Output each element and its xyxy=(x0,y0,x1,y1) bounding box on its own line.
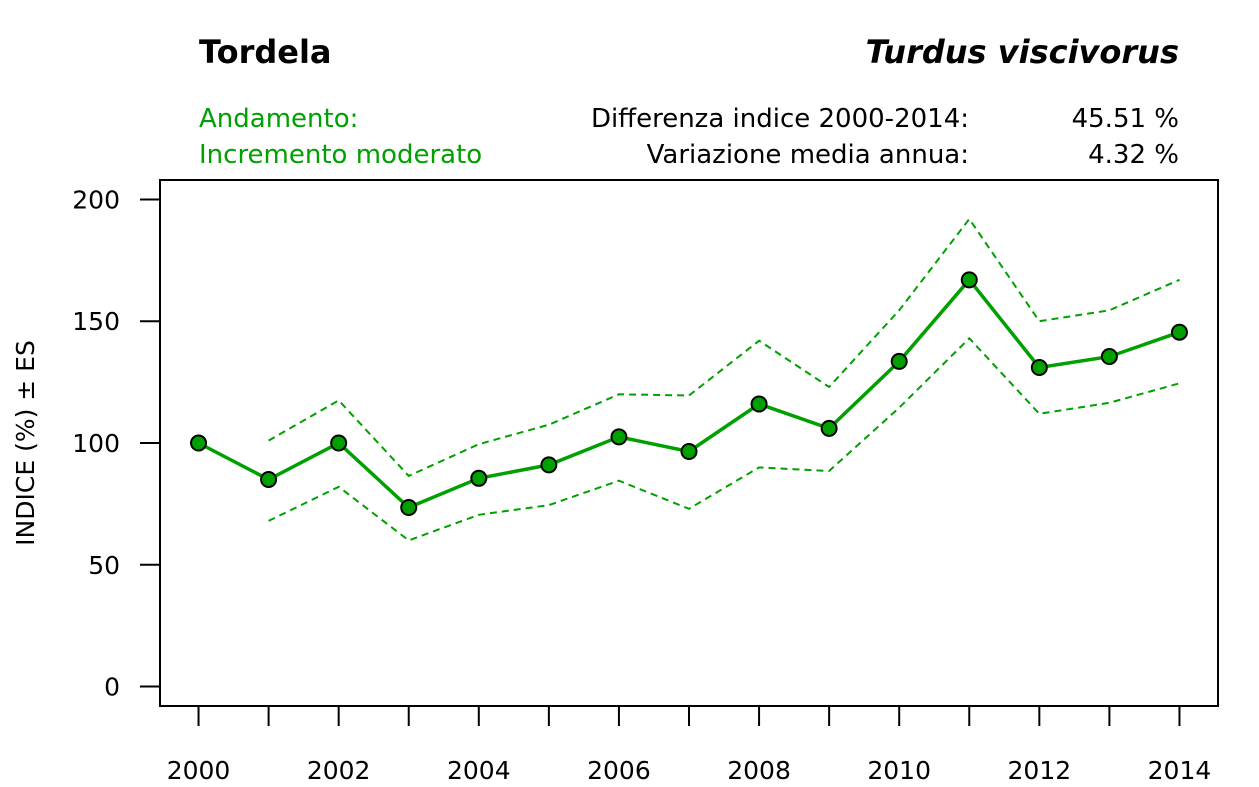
trend-value: Incremento moderato xyxy=(199,140,482,170)
data-point xyxy=(1100,348,1118,366)
series-line-1 xyxy=(268,217,1180,478)
series-group xyxy=(197,217,1181,542)
trend-label: Andamento: xyxy=(199,104,358,134)
y-tick-label: 100 xyxy=(72,429,120,458)
data-point xyxy=(680,443,698,461)
data-point xyxy=(820,419,838,437)
y-axis-title: INDICE (%) ± ES xyxy=(11,340,40,546)
x-tick-label: 2004 xyxy=(447,756,511,785)
data-point xyxy=(470,469,488,487)
x-axis: 2000 2002 2004 2006 2008 2010 2012 2014 xyxy=(167,706,1212,785)
x-tick-label: 2010 xyxy=(867,756,931,785)
data-point xyxy=(330,434,348,452)
y-tick-label: 0 xyxy=(104,673,120,702)
annual-change-value: 4.32 % xyxy=(1088,140,1179,170)
series-line-0 xyxy=(197,277,1181,510)
annual-change-label: Variazione media annua: xyxy=(647,140,969,170)
data-point xyxy=(190,434,208,452)
plot-frame xyxy=(159,179,1219,707)
y-tick-label: 150 xyxy=(72,307,120,336)
y-tick-label: 50 xyxy=(88,551,120,580)
index-difference-value: 45.51 % xyxy=(1072,104,1179,134)
markers-group xyxy=(190,271,1188,517)
data-point xyxy=(750,395,768,413)
species-common-name: Tordela xyxy=(199,33,332,71)
x-tick-label: 2000 xyxy=(167,756,231,785)
data-point xyxy=(260,471,278,489)
y-axis: 0 50 100 150 200 xyxy=(72,185,160,702)
data-point xyxy=(1170,323,1188,341)
series-line-2 xyxy=(268,336,1180,542)
x-tick-label: 2006 xyxy=(587,756,651,785)
x-tick-label: 2014 xyxy=(1148,756,1212,785)
data-point xyxy=(610,428,628,446)
data-point xyxy=(1030,359,1048,377)
data-point xyxy=(400,499,418,517)
y-tick-label: 200 xyxy=(72,185,120,214)
data-point xyxy=(960,271,978,289)
x-tick-label: 2002 xyxy=(307,756,371,785)
x-tick-label: 2008 xyxy=(727,756,791,785)
species-scientific-name: Turdus viscivorus xyxy=(866,33,1179,71)
x-tick-label: 2012 xyxy=(1008,756,1072,785)
index-difference-label: Differenza indice 2000-2014: xyxy=(591,104,969,134)
data-point xyxy=(890,352,908,370)
data-point xyxy=(540,456,558,474)
